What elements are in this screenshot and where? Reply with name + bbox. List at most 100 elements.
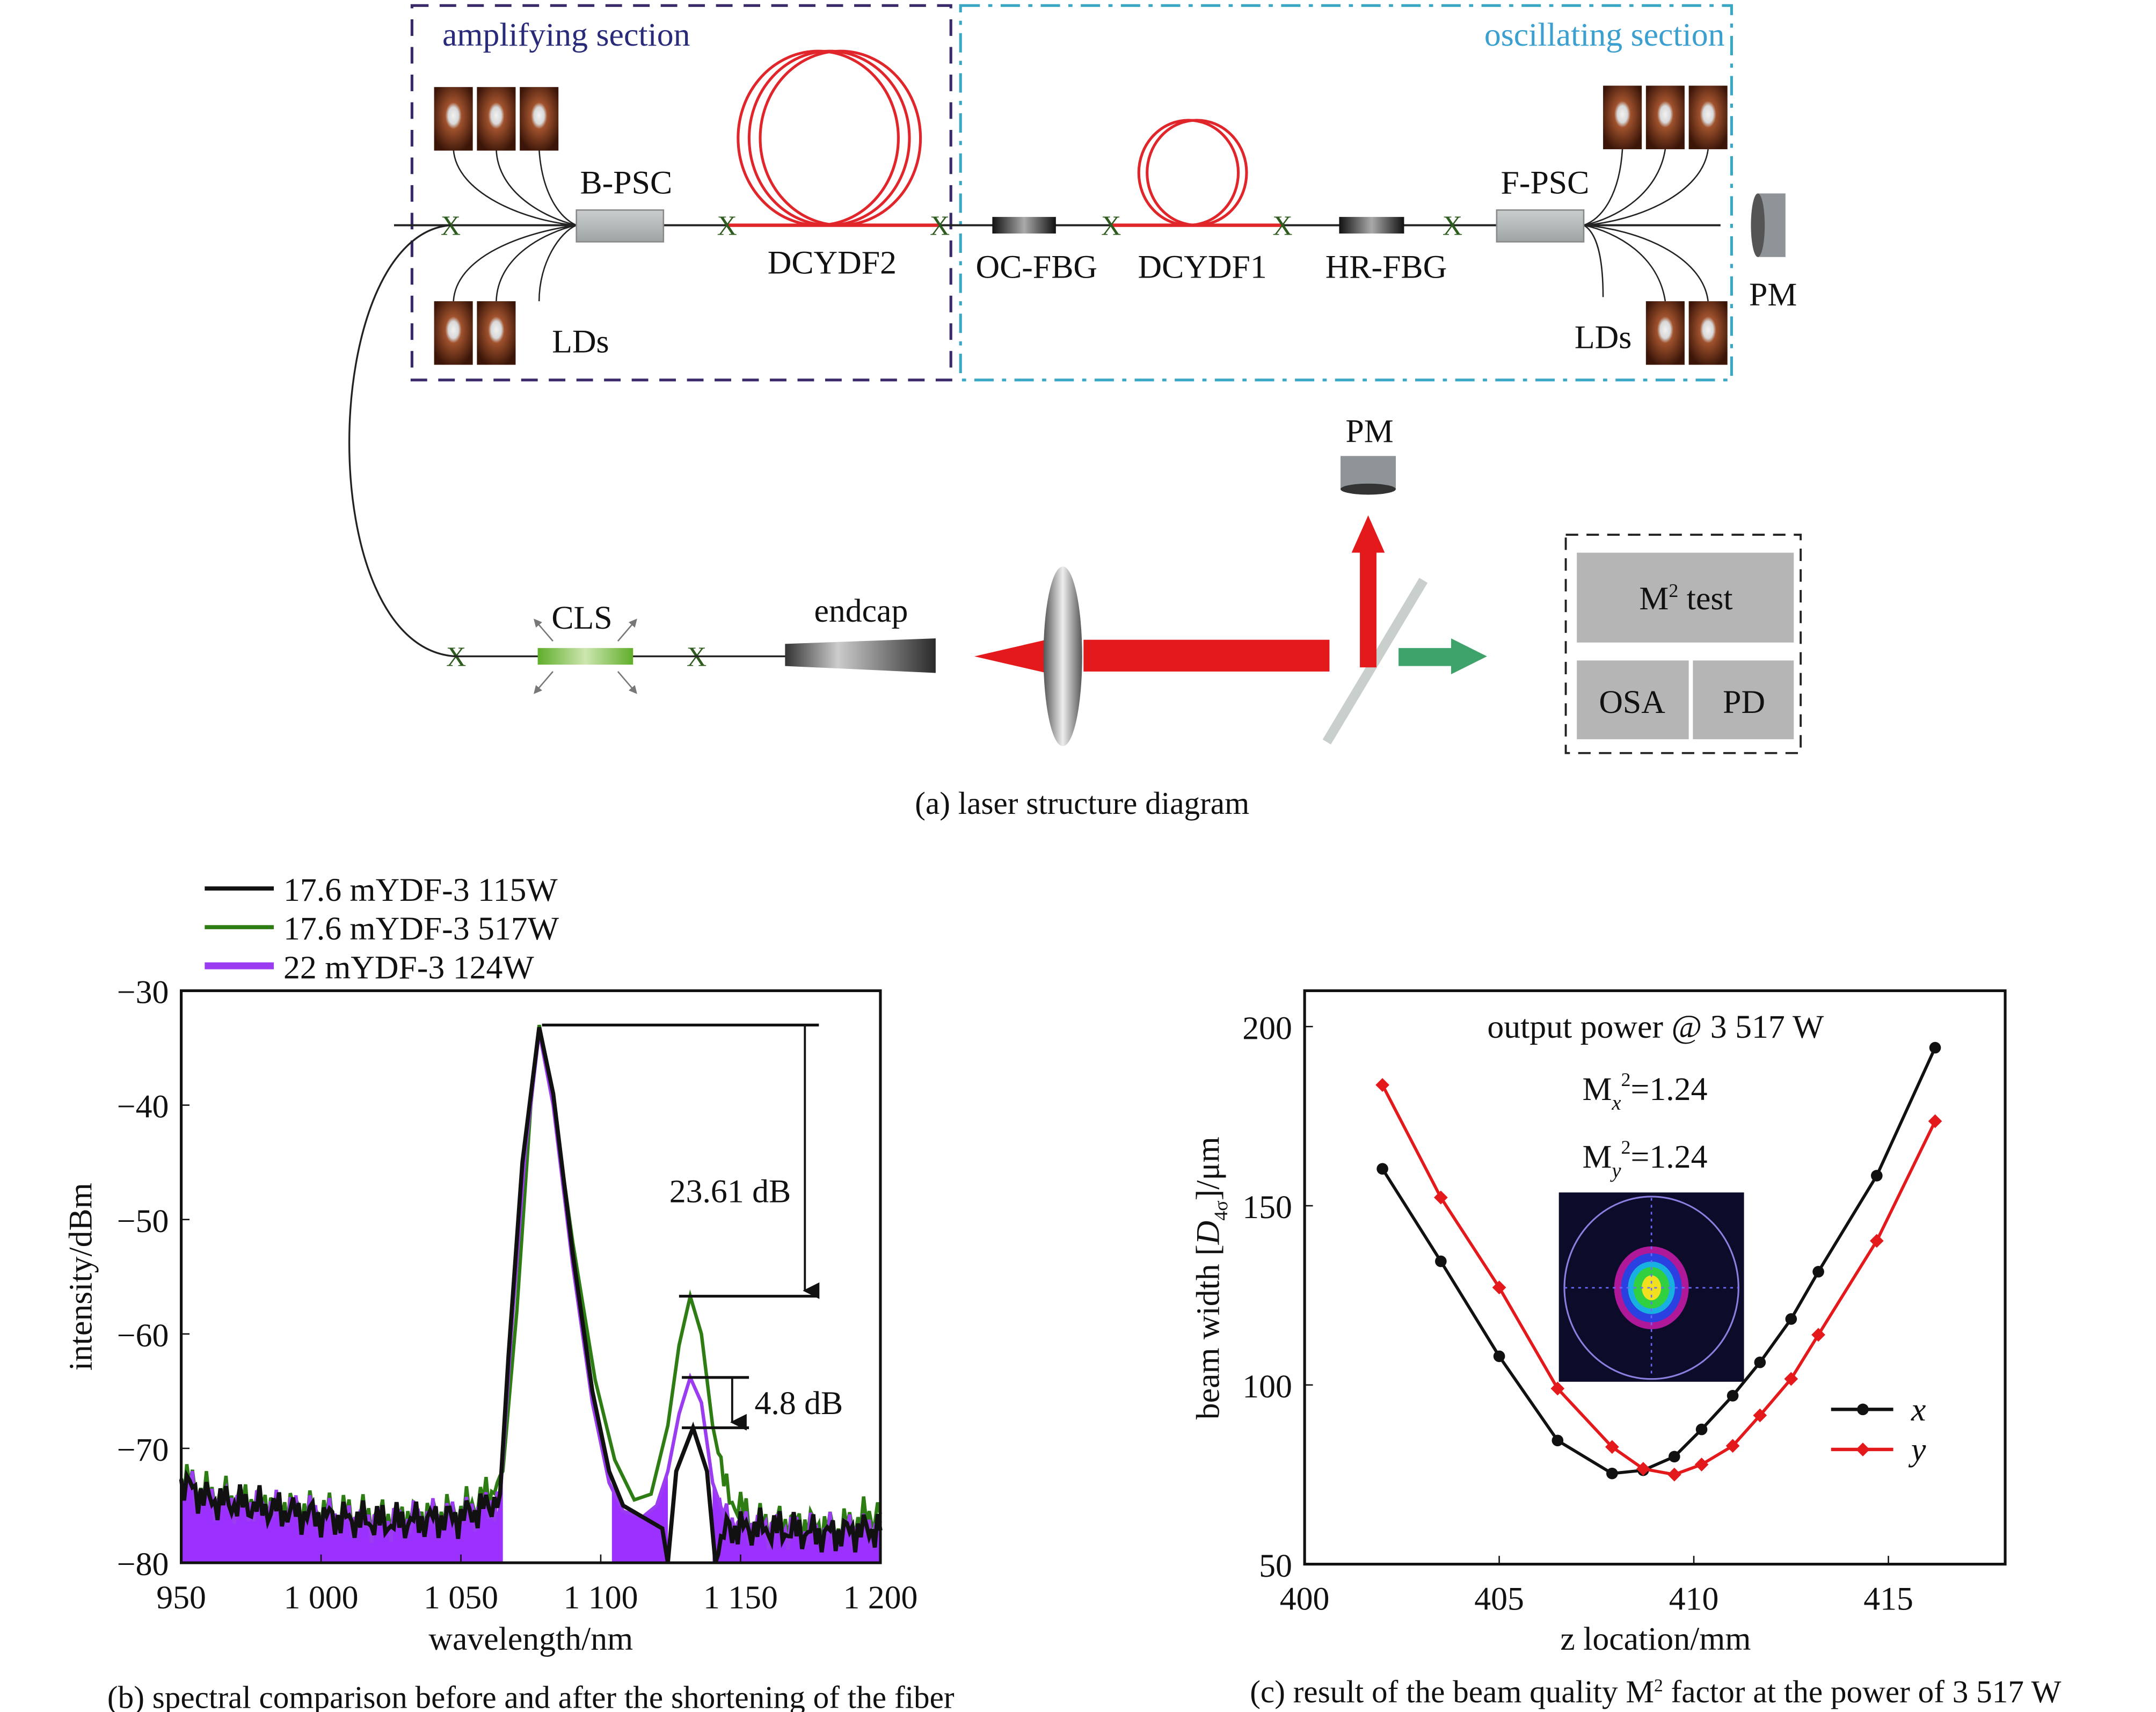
data-point — [1550, 1381, 1565, 1396]
power-meter-right-icon — [1751, 193, 1786, 257]
y-tick-label: −30 — [117, 974, 169, 1011]
y-tick-label: −80 — [117, 1546, 169, 1583]
data-point — [1606, 1467, 1618, 1480]
plot-frame — [1303, 989, 2007, 1566]
laser-structure-diagram: amplifying section oscillating section — [348, 4, 1802, 821]
lds-right-label: LDs — [1575, 319, 1631, 356]
spectrum-chart: 950 1 000 1 050 1 100 1 150 1 200 −30 −40 −50 −60… — [62, 872, 955, 1712]
power-meter-top-icon — [1341, 456, 1396, 495]
x-tick-label: 415 — [1863, 1581, 1913, 1618]
reflected-beam-arrow — [1351, 515, 1385, 668]
data-point — [1812, 1266, 1824, 1278]
data-point — [1784, 1372, 1798, 1386]
data-point — [1869, 1234, 1884, 1248]
beam-width-chart: 400 405 410 415 50 100 150 200 xy output power … — [1190, 989, 2062, 1709]
y-tick-label: 50 — [1259, 1548, 1292, 1584]
svg-text:X: X — [930, 211, 950, 242]
endcap-label: endcap — [814, 593, 908, 629]
osa-block — [1577, 660, 1689, 740]
m2-test-label: M2 test — [1639, 580, 1732, 617]
dcydf1-label: DCYDF1 — [1138, 249, 1267, 285]
data-point — [1433, 1190, 1448, 1205]
transmitted-beam-arrow — [1399, 638, 1487, 675]
annotation-text-1: 23.61 dB — [669, 1174, 791, 1210]
data-point — [1928, 1114, 1942, 1128]
data-point — [1857, 1403, 1869, 1416]
x-tick-label: 405 — [1474, 1581, 1524, 1618]
data-point — [1811, 1328, 1825, 1342]
my2-annotation: My2=1.24 — [1582, 1137, 1707, 1182]
data-point — [1636, 1462, 1650, 1476]
cls-leak-arrows — [534, 618, 637, 694]
data-point — [1667, 1467, 1681, 1482]
collimated-beam — [1083, 639, 1330, 672]
x-tick-label: 1 150 — [703, 1579, 778, 1616]
beam-cone — [974, 635, 1065, 677]
x-tick-label: 1 050 — [424, 1579, 498, 1616]
pm-right-label: PM — [1749, 276, 1797, 313]
axis-ticks: 400 405 410 415 50 100 150 200 — [1242, 1010, 1913, 1617]
dcydf2-label: DCYDF2 — [768, 245, 897, 281]
pump-fibers-right — [1583, 149, 1709, 302]
oc-fbg-grating — [992, 217, 1056, 234]
data-point — [1669, 1451, 1680, 1463]
y-tick-label: −50 — [117, 1203, 169, 1240]
y-tick-label: −40 — [117, 1089, 169, 1125]
x-tick-label: 1 100 — [564, 1579, 638, 1616]
laser-diodes-right-top — [1603, 85, 1728, 149]
beam-profile-image — [1558, 1192, 1744, 1382]
spectrum-lines-layer — [179, 1024, 883, 1564]
data-point — [1871, 1170, 1883, 1182]
y-tick-label: 200 — [1242, 1010, 1292, 1046]
delivery-fiber — [348, 224, 456, 658]
data-point — [1605, 1440, 1619, 1454]
oc-fbg-label: OC-FBG — [976, 249, 1098, 285]
f-psc-label: F-PSC — [1501, 164, 1590, 201]
data-point — [1552, 1434, 1564, 1447]
oscillating-section-box — [959, 4, 1733, 382]
laser-diodes-right-bottom — [1645, 301, 1728, 365]
pd-block — [1693, 660, 1794, 740]
x-axis-label: z location/mm — [1560, 1621, 1751, 1657]
legend-label: y — [1908, 1432, 1926, 1468]
data-point — [1856, 1443, 1870, 1456]
endcap — [785, 638, 936, 673]
pd-label: PD — [1723, 684, 1765, 720]
x-tick-label: 1 200 — [843, 1579, 917, 1616]
series-layer — [1375, 1041, 1942, 1482]
lens — [1043, 566, 1082, 746]
pump-fibers-left — [453, 149, 577, 302]
data-point — [1492, 1280, 1506, 1295]
x-tick-label: 1 000 — [284, 1579, 359, 1616]
svg-text:X: X — [1101, 211, 1121, 242]
legend-label: 22 mYDF-3 124W — [283, 949, 534, 986]
x-tick-label: 950 — [156, 1579, 206, 1616]
data-point — [1929, 1041, 1941, 1054]
svg-text:X: X — [717, 211, 737, 242]
b-psc-combiner — [576, 209, 665, 243]
legend-label: 17.6 mYDF-3 115W — [283, 872, 558, 908]
data-point — [1376, 1163, 1388, 1175]
data-point — [1754, 1356, 1766, 1368]
data-point — [1493, 1350, 1505, 1363]
caption-b: (b) spectral comparison before and after… — [107, 1679, 955, 1712]
pm-top-label: PM — [1345, 413, 1393, 450]
legend: xy — [1831, 1392, 1926, 1468]
series-line-x — [1381, 1047, 1937, 1475]
data-point — [1727, 1390, 1739, 1402]
annotation-text-2: 4.8 dB — [755, 1385, 843, 1422]
m2-test-block — [1577, 552, 1794, 643]
mx2-annotation: Mx2=1.24 — [1582, 1069, 1707, 1114]
caption-c: (c) result of the beam quality M2 factor… — [1250, 1674, 2061, 1709]
data-point — [1375, 1078, 1389, 1092]
hr-fbg-label: HR-FBG — [1325, 249, 1447, 285]
y-tick-label: −60 — [117, 1317, 169, 1354]
output-power-annotation: output power @ 3 517 W — [1487, 1009, 1824, 1045]
x-tick-label: 410 — [1669, 1581, 1719, 1618]
y-tick-label: 100 — [1242, 1368, 1292, 1405]
series-line-y — [1381, 1084, 1937, 1476]
y-tick-label: −70 — [117, 1432, 169, 1468]
caption-a: (a) laser structure diagram — [915, 785, 1249, 821]
data-point — [1695, 1423, 1708, 1436]
